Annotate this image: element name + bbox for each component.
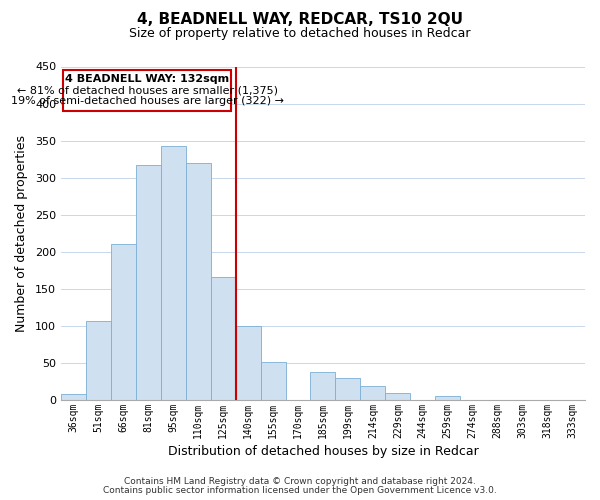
Text: 4 BEADNELL WAY: 132sqm: 4 BEADNELL WAY: 132sqm (65, 74, 229, 84)
Bar (361, 386, 385, 400)
Bar (236, 326, 260, 400)
Text: 19% of semi-detached houses are larger (322) →: 19% of semi-detached houses are larger (… (11, 96, 284, 106)
Text: Contains HM Land Registry data © Crown copyright and database right 2024.: Contains HM Land Registry data © Crown c… (124, 477, 476, 486)
Bar (86, 321, 111, 400)
Bar (435, 396, 460, 400)
Bar (310, 372, 335, 400)
X-axis label: Distribution of detached houses by size in Redcar: Distribution of detached houses by size … (167, 444, 478, 458)
Text: ← 81% of detached houses are smaller (1,375): ← 81% of detached houses are smaller (1,… (17, 85, 278, 95)
Bar (260, 362, 286, 400)
Y-axis label: Number of detached properties: Number of detached properties (15, 134, 28, 332)
Bar (161, 146, 186, 400)
Bar (111, 244, 136, 400)
Text: Contains public sector information licensed under the Open Government Licence v3: Contains public sector information licen… (103, 486, 497, 495)
Bar (186, 164, 211, 400)
Bar (385, 393, 410, 400)
Bar (136, 165, 161, 400)
FancyBboxPatch shape (64, 70, 230, 111)
Bar (335, 378, 361, 400)
Bar (61, 394, 86, 400)
Text: Size of property relative to detached houses in Redcar: Size of property relative to detached ho… (129, 28, 471, 40)
Text: 4, BEADNELL WAY, REDCAR, TS10 2QU: 4, BEADNELL WAY, REDCAR, TS10 2QU (137, 12, 463, 28)
Bar (211, 278, 236, 400)
